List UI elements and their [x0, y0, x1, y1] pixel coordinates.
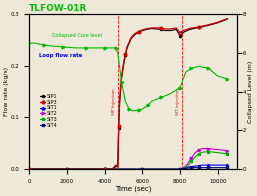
- Legend: SIP1, SIP3, SIT1, SIT2, SIT3, SIT4: SIP1, SIP3, SIT1, SIT2, SIT3, SIT4: [38, 92, 60, 130]
- X-axis label: Time (sec): Time (sec): [115, 185, 151, 192]
- Y-axis label: Flow rate (kg/s): Flow rate (kg/s): [4, 67, 9, 116]
- Y-axis label: Collapsed Level (m): Collapsed Level (m): [248, 60, 253, 123]
- Text: SIT injection: SIT injection: [176, 89, 180, 115]
- Text: SIP Injection: SIP Injection: [112, 89, 116, 115]
- Text: Collapsed Core level: Collapsed Core level: [52, 33, 102, 38]
- Text: TLFOW-01R: TLFOW-01R: [29, 4, 87, 13]
- Text: Loop flow rate: Loop flow rate: [39, 54, 83, 58]
